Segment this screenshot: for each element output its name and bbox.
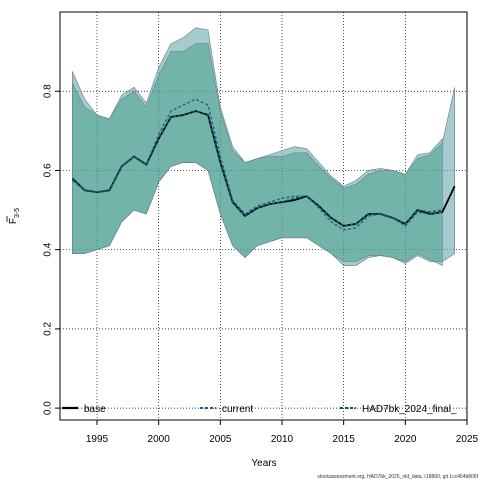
series-line-current [71, 98, 443, 231]
legend-label: current [222, 404, 253, 415]
source-caption: stockassessment.org, HAD7bk_2025_old_dat… [317, 474, 478, 480]
y-axis-title: F3-5 [8, 208, 21, 224]
x-axis-title: Years [251, 458, 276, 469]
x-axis-ticks: 1995 2000 2005 2010 2015 2020 2025 [86, 420, 479, 445]
y-axis-title-main: F [8, 218, 19, 224]
y-axis-ticks: 0.0 0.2 0.4 0.6 0.8 [43, 84, 60, 415]
x-tick-label: 2005 [209, 434, 232, 445]
series-lines [71, 98, 456, 231]
legend-label: base [84, 404, 106, 415]
confidence-band-had7bk-2024-final [72, 43, 443, 266]
x-tick-label: 2000 [148, 434, 171, 445]
y-tick-label: 0.0 [43, 401, 54, 415]
x-tick-label: 1995 [86, 434, 109, 445]
x-tick-label: 2020 [394, 434, 417, 445]
y-tick-label: 0.6 [43, 163, 54, 177]
y-axis-title-group: F3-5 [6, 208, 21, 224]
confidence-bands [72, 27, 455, 266]
y-tick-label: 0.8 [43, 84, 54, 98]
y-tick-label: 0.4 [43, 242, 54, 256]
y-axis-title-subscript: 3-5 [14, 208, 21, 218]
series-line-had7bk-2024-final [71, 110, 443, 227]
legend: base current HAD7bk_2024_final_ [62, 404, 457, 415]
x-tick-label: 2025 [456, 434, 479, 445]
x-tick-label: 2010 [271, 434, 294, 445]
legend-label: HAD7bk_2024_final_ [362, 404, 457, 415]
y-tick-label: 0.2 [43, 322, 54, 336]
x-tick-label: 2015 [333, 434, 356, 445]
